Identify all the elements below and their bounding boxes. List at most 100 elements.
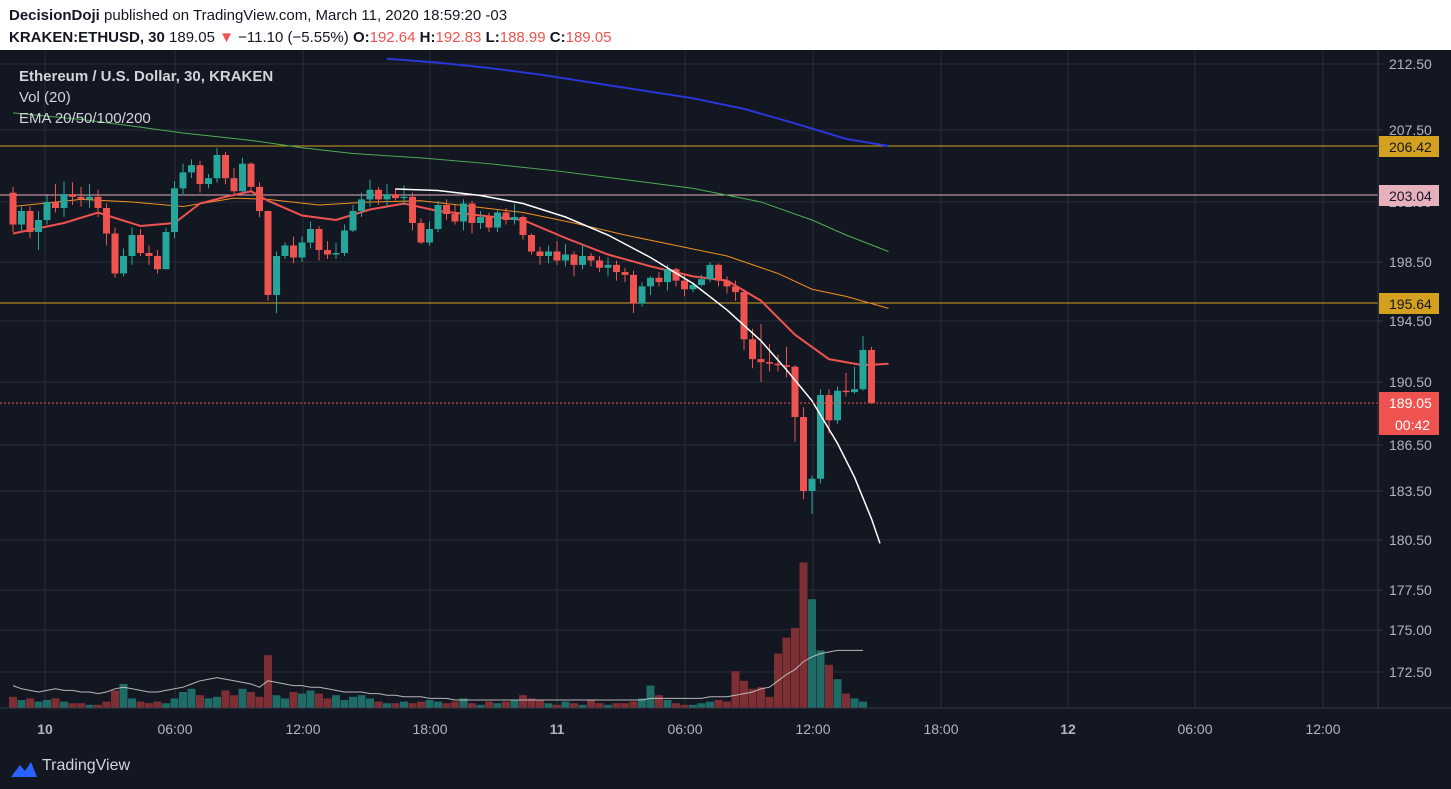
candle-body — [324, 250, 331, 255]
time-tick-label: 06:00 — [1177, 721, 1212, 737]
candle-body — [307, 229, 314, 243]
candle-body — [604, 264, 612, 268]
volume-bar — [859, 701, 867, 708]
volume-bar — [230, 695, 238, 708]
footer: TradingView — [0, 750, 1451, 789]
volume-bar — [748, 688, 757, 708]
price-tick-label: 194.50 — [1389, 313, 1432, 329]
candle-body — [681, 280, 688, 290]
volume-bar — [553, 704, 561, 708]
volume-bar — [731, 671, 740, 708]
chart-canvas[interactable]: 212.50207.50202.50198.50194.50190.50186.… — [0, 50, 1451, 750]
volume-bar — [629, 701, 638, 708]
volume-bar — [68, 703, 77, 708]
candle-body — [868, 349, 875, 403]
candle-body — [128, 235, 136, 256]
volume-bar — [400, 701, 408, 708]
volume-bar — [740, 680, 748, 708]
volume-bar — [493, 703, 502, 708]
close-label: C: — [549, 29, 566, 46]
candle-body — [579, 256, 586, 265]
candle-body — [732, 286, 739, 293]
price-tick-label: 183.50 — [1389, 483, 1432, 499]
volume-bar — [638, 698, 646, 708]
volume-ma-line — [12, 649, 863, 701]
volume-bar — [136, 701, 145, 708]
candle-body — [562, 254, 569, 261]
volume-bar — [162, 703, 170, 708]
candle-body — [18, 211, 25, 225]
candle-body — [26, 211, 34, 232]
close-value: 189.05 — [565, 29, 612, 46]
candle-body — [145, 253, 153, 256]
candle-body — [273, 256, 280, 295]
volume-legend[interactable]: Vol (20) — [19, 89, 71, 106]
volume-bar — [570, 703, 578, 708]
volume-bar — [621, 703, 629, 708]
volume-bar — [536, 700, 544, 708]
volume-bar — [34, 701, 43, 708]
time-tick-label: 12:00 — [1305, 721, 1340, 737]
publish-info: DecisionDoji published on TradingView.co… — [9, 7, 507, 24]
volume-bar — [417, 701, 425, 708]
volume-bar — [145, 703, 153, 708]
candle-body — [825, 395, 833, 421]
candle-body — [791, 366, 799, 417]
candle-body — [672, 269, 680, 281]
candle-body — [630, 274, 637, 304]
volume-bar — [595, 703, 604, 708]
candle-body — [723, 280, 731, 287]
price-tick-label: 172.50 — [1389, 664, 1432, 680]
volume-bar — [349, 696, 357, 708]
candle-body — [375, 189, 382, 200]
volume-bar — [408, 703, 417, 708]
volume-bar — [672, 703, 680, 708]
volume-bar — [502, 701, 510, 708]
volume-bar — [111, 690, 119, 708]
level-price-label-box — [1379, 185, 1439, 206]
candle-body — [715, 264, 722, 281]
volume-bar — [842, 693, 850, 708]
time-tick-label: 12:00 — [285, 721, 320, 737]
candle-body — [179, 172, 187, 189]
volume-bar — [298, 693, 306, 708]
time-tick-label: 18:00 — [412, 721, 447, 737]
ema-legend[interactable]: EMA 20/50/100/200 — [19, 110, 151, 127]
level-price-label: 195.64 — [1389, 296, 1432, 312]
candle-body — [460, 203, 467, 222]
candle-body — [477, 217, 484, 223]
candle-body — [664, 269, 671, 283]
candle-body — [349, 211, 357, 231]
volume-bar — [434, 701, 442, 708]
time-tick-label: 06:00 — [157, 721, 192, 737]
author-name[interactable]: DecisionDoji — [9, 7, 100, 24]
volume-bar — [451, 701, 459, 708]
volume-bar — [9, 696, 17, 708]
candle-body — [757, 359, 765, 363]
volume-bar — [799, 562, 808, 708]
volume-bar — [527, 698, 536, 708]
price-tick-label: 186.50 — [1389, 437, 1432, 453]
candle-body — [358, 199, 365, 211]
price-chart[interactable]: 212.50207.50202.50198.50194.50190.50186.… — [0, 50, 1451, 750]
candle-body — [426, 229, 433, 243]
candle-body — [264, 211, 272, 295]
candle-body — [86, 196, 93, 200]
candle-body — [647, 277, 654, 287]
candle-body — [613, 264, 620, 273]
candle-body — [519, 217, 527, 235]
candle-body — [851, 389, 858, 393]
candle-body — [392, 194, 399, 199]
volume-bar — [468, 703, 476, 708]
volume-bar — [655, 695, 663, 708]
price-tick-label: 198.50 — [1389, 254, 1432, 270]
candle-body — [859, 349, 867, 390]
time-tick-label: 10 — [37, 721, 53, 737]
volume-bar — [425, 700, 434, 708]
candle-body — [230, 178, 238, 192]
level-price-label: 203.04 — [1389, 188, 1432, 204]
candle-body — [409, 196, 416, 223]
volume-bar — [782, 637, 791, 708]
price-tick-label: 177.50 — [1389, 582, 1432, 598]
time-tick-label: 06:00 — [667, 721, 702, 737]
